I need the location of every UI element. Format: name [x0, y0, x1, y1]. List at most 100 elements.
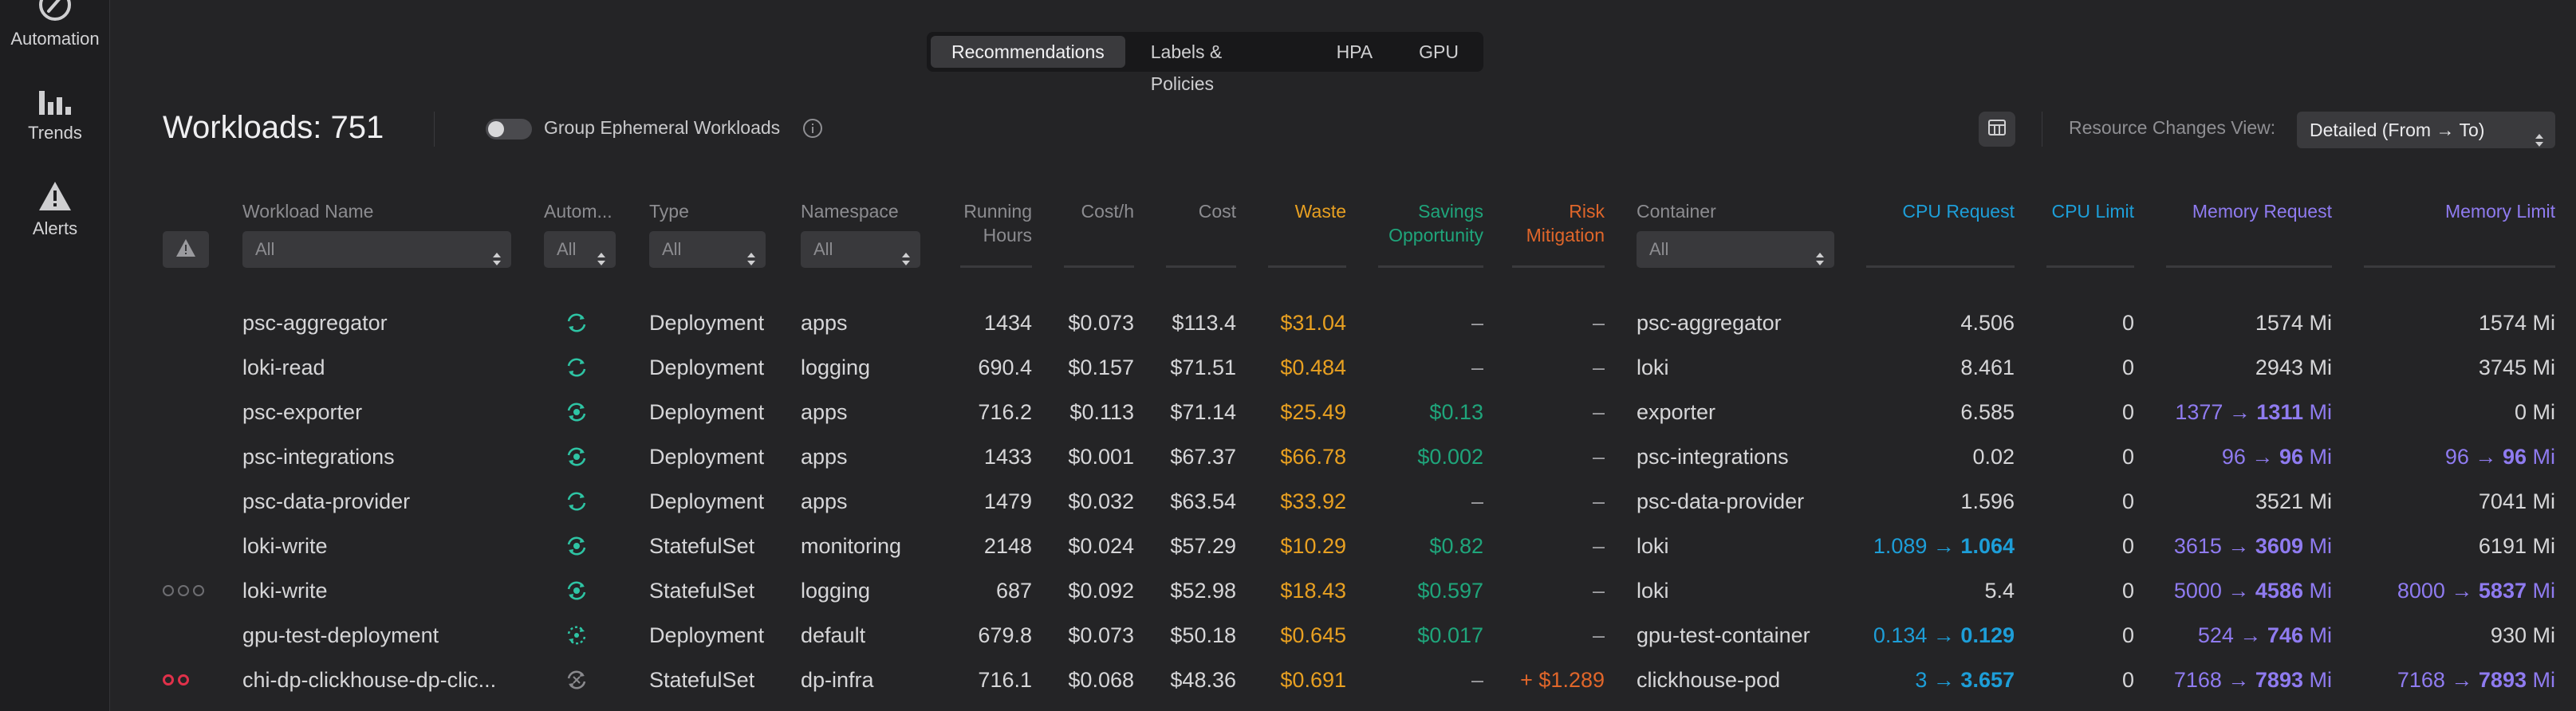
- column-underline: [1512, 265, 1605, 268]
- filter-value: All: [662, 239, 682, 259]
- col-running-hours[interactable]: Running Hours: [941, 199, 1032, 247]
- sync-dotted-icon[interactable]: [565, 625, 589, 650]
- workload-name[interactable]: gpu-test-deployment: [242, 623, 439, 647]
- to-value: 3.657: [1960, 668, 2015, 692]
- table-row[interactable]: psc-data-provider Deployment apps 1479 $0.03…: [110, 479, 2576, 524]
- unit: Mi: [2532, 579, 2556, 603]
- table-row[interactable]: loki-read Deployment logging 690.4 $0.157 $71…: [110, 345, 2576, 390]
- to-value: 1.064: [1960, 534, 2015, 558]
- memory-request: 7168 → 7893 Mi: [2173, 668, 2332, 692]
- alert-filter-button[interactable]: [163, 231, 209, 268]
- col-memory-limit[interactable]: Memory Limit: [2444, 201, 2555, 222]
- col-cost[interactable]: Cost: [1198, 201, 1236, 222]
- sync-icon[interactable]: [565, 491, 589, 516]
- cpu-request: 1.089 → 1.064: [1873, 534, 2015, 558]
- cost: $113.4: [1172, 311, 1236, 335]
- workload-name[interactable]: psc-integrations: [242, 445, 395, 469]
- alerts-icon: [0, 180, 110, 212]
- to-value: 3609: [2255, 534, 2303, 558]
- table-row[interactable]: psc-aggregator Deployment apps 1434 $0.073 $1…: [110, 301, 2576, 345]
- status-dots: [163, 585, 204, 596]
- col-memory-request[interactable]: Memory Request: [2192, 201, 2332, 222]
- container-name: psc-aggregator: [1637, 311, 1782, 335]
- memory-limit: 8000 → 5837 Mi: [2397, 579, 2556, 603]
- column-underline: [1064, 265, 1134, 268]
- risk-mitigation: –: [1592, 579, 1605, 603]
- workload-name[interactable]: psc-aggregator: [242, 311, 388, 335]
- col-cpu-request[interactable]: CPU Request: [1902, 201, 2015, 222]
- workload-name[interactable]: loki-read: [242, 356, 325, 379]
- col-savings[interactable]: Savings Opportunity: [1372, 199, 1483, 247]
- workload-type: Deployment: [649, 311, 765, 335]
- table-row[interactable]: psc-exporter Deployment apps 716.2 $0.113 $71…: [110, 390, 2576, 434]
- sidebar-item-label: Alerts: [32, 218, 78, 238]
- cost: $57.29: [1170, 534, 1236, 558]
- waste: $25.49: [1280, 400, 1346, 424]
- tab-bar: Recommendations Labels & Policies HPA GP…: [927, 32, 1483, 94]
- col-waste[interactable]: Waste: [1294, 201, 1346, 222]
- sync-gear-icon[interactable]: [565, 580, 589, 605]
- sync-icon[interactable]: [565, 312, 589, 337]
- table-row[interactable]: gpu-test-deployment Deployment default 679.…: [110, 613, 2576, 658]
- waste: $66.78: [1280, 445, 1346, 469]
- sync-gear-icon[interactable]: [565, 536, 589, 560]
- col-type[interactable]: Type: [649, 201, 689, 222]
- namespace: logging: [801, 356, 871, 379]
- resource-view-value: Detailed (From → To): [2310, 120, 2485, 140]
- to-value: 96: [2279, 445, 2303, 469]
- col-automation[interactable]: Autom...: [544, 201, 612, 222]
- table-row[interactable]: chi-dp-clickhouse-dp-clic... StatefulSet d…: [110, 658, 2576, 702]
- sync-gear-icon[interactable]: [565, 402, 589, 426]
- workload-type: Deployment: [649, 400, 765, 424]
- sync-disabled-icon[interactable]: [565, 670, 589, 694]
- type-filter[interactable]: All: [649, 231, 766, 268]
- col-container[interactable]: Container: [1637, 201, 1716, 222]
- col-workload-name[interactable]: Workload Name: [242, 201, 374, 222]
- sync-gear-icon[interactable]: [565, 446, 589, 471]
- col-cost-h[interactable]: Cost/h: [1081, 201, 1134, 222]
- namespace-filter[interactable]: All: [801, 231, 920, 268]
- group-ephemeral-toggle[interactable]: [486, 119, 532, 139]
- sidebar-item-trends[interactable]: Trends: [0, 86, 110, 143]
- table-row[interactable]: loki-write StatefulSet monitoring 2148 $0.02…: [110, 524, 2576, 568]
- workload-name[interactable]: loki-write: [242, 579, 328, 603]
- cpu-request: 8.461: [1960, 356, 2015, 379]
- table-view-button[interactable]: [1979, 112, 2015, 147]
- col-risk[interactable]: Risk Mitigation: [1507, 199, 1605, 247]
- savings-opportunity: $0.13: [1429, 400, 1483, 424]
- container-name: loki: [1637, 534, 1669, 558]
- memory-limit: 96 → 96 Mi: [2444, 445, 2555, 469]
- tab-labels-policies[interactable]: Labels & Policies: [1150, 41, 1223, 94]
- memory-limit: 7041 Mi: [2364, 479, 2555, 524]
- workload-name-filter[interactable]: All: [242, 231, 511, 268]
- container-filter[interactable]: All: [1637, 231, 1834, 268]
- tab-gpu[interactable]: GPU: [1419, 41, 1459, 62]
- cost-per-hour: $0.073: [1068, 623, 1134, 647]
- table-row[interactable]: psc-integrations Deployment apps 1433 $0.001…: [110, 434, 2576, 479]
- sidebar-item-automation[interactable]: Automation: [0, 0, 110, 49]
- to-value: 7893: [2255, 668, 2303, 692]
- sidebar-item-alerts[interactable]: Alerts: [0, 180, 110, 239]
- value: 6191: [2478, 534, 2527, 558]
- updown-icon: [1815, 242, 1825, 279]
- table-row[interactable]: loki-write StatefulSet logging 687 $0.092 $52…: [110, 568, 2576, 613]
- warning-icon: [175, 238, 196, 261]
- workload-name[interactable]: psc-data-provider: [242, 489, 411, 513]
- tab-hpa[interactable]: HPA: [1336, 41, 1373, 62]
- updown-icon: [746, 242, 756, 279]
- col-label-line: Opportunity: [1388, 225, 1483, 246]
- container-name: loki: [1637, 579, 1669, 603]
- workload-name[interactable]: chi-dp-clickhouse-dp-clic...: [242, 668, 497, 692]
- col-cpu-limit[interactable]: CPU Limit: [2051, 201, 2134, 222]
- tab-recommendations[interactable]: Recommendations: [931, 36, 1125, 68]
- resource-view-select[interactable]: Detailed (From → To): [2297, 112, 2555, 148]
- info-icon[interactable]: [802, 118, 823, 143]
- sync-icon[interactable]: [565, 357, 589, 382]
- value: 930: [2490, 623, 2527, 647]
- automation-filter[interactable]: All: [544, 231, 616, 268]
- workload-name[interactable]: psc-exporter: [242, 400, 363, 424]
- cost-per-hour: $0.032: [1068, 489, 1134, 513]
- col-namespace[interactable]: Namespace: [801, 201, 899, 222]
- workload-name[interactable]: loki-write: [242, 534, 328, 558]
- cpu-request: 0.02: [1972, 445, 2015, 469]
